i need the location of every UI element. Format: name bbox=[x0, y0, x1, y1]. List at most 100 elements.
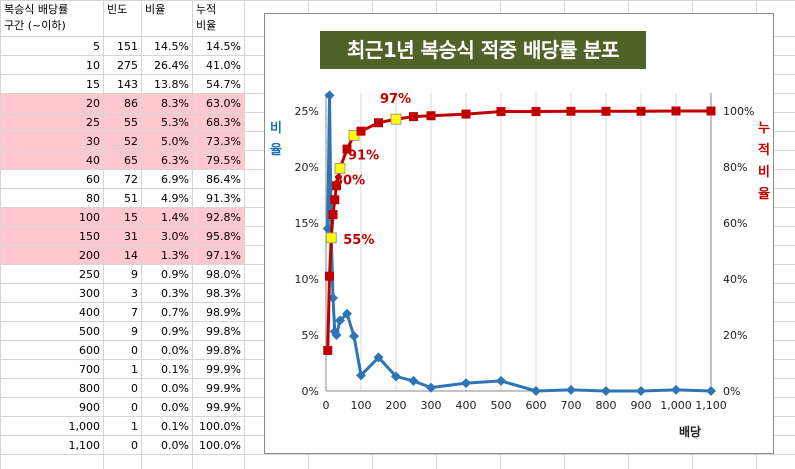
ratio-point bbox=[636, 386, 646, 396]
cell-cum[interactable]: 99.9% bbox=[192, 359, 245, 379]
header-ratio[interactable]: 비율 bbox=[141, 0, 193, 37]
x-tick-label: 400 bbox=[456, 399, 477, 412]
cell-freq[interactable]: 65 bbox=[103, 150, 142, 170]
cell-ratio[interactable]: 5.0% bbox=[141, 131, 193, 151]
ratio-point bbox=[356, 370, 366, 381]
cell-cum[interactable]: 99.9% bbox=[192, 397, 245, 417]
header-cum-line1: 누적 bbox=[196, 3, 217, 16]
y-right-axis-title-char: 적 bbox=[758, 142, 770, 158]
annotation-label: 97% bbox=[380, 92, 411, 107]
cum-series-line bbox=[326, 109, 711, 351]
cell-ratio[interactable]: 1.3% bbox=[141, 245, 193, 265]
cell-freq[interactable]: 151 bbox=[103, 36, 142, 56]
cell-range[interactable]: 25 bbox=[0, 112, 104, 132]
ratio-point bbox=[496, 375, 506, 386]
cell-freq[interactable]: 14 bbox=[103, 245, 142, 265]
ratio-point bbox=[373, 352, 384, 363]
chart-title: 최근1년 복승식 적중 배당률 분포 bbox=[320, 31, 646, 69]
header-range[interactable]: 복승식 배당률 구간 (~이하) bbox=[0, 0, 104, 37]
y-left-axis-title-char: 비 bbox=[270, 121, 282, 136]
cell-cum[interactable]: 68.3% bbox=[192, 112, 245, 132]
cum-point bbox=[330, 195, 340, 205]
chart-area[interactable] bbox=[264, 13, 774, 454]
cell-cum[interactable]: 100.0% bbox=[192, 435, 245, 455]
annotation-label: 91% bbox=[348, 148, 379, 163]
table-row: 200 14 1.3% 97.1% bbox=[0, 245, 245, 265]
data-table: 복승식 배당률 구간 (~이하) 빈도 비율 누적 비율 5 151 14.5% 14… bbox=[0, 0, 245, 455]
cum-point bbox=[706, 106, 716, 116]
table-row: 10 275 26.4% 41.0% bbox=[0, 55, 245, 75]
cell-range[interactable]: 10 bbox=[0, 55, 104, 75]
cell-freq[interactable]: 55 bbox=[103, 112, 142, 132]
cell-range[interactable]: 20 bbox=[0, 93, 104, 113]
cell-cum[interactable]: 99.9% bbox=[192, 378, 245, 398]
cell-freq[interactable]: 275 bbox=[103, 55, 142, 75]
cell-cum[interactable]: 41.0% bbox=[192, 55, 245, 75]
ratio-point bbox=[408, 375, 419, 386]
cell-cum[interactable]: 100.0% bbox=[192, 416, 245, 436]
cum-point bbox=[328, 210, 338, 220]
x-tick-label: 500 bbox=[491, 399, 512, 412]
cell-range[interactable]: 200 bbox=[0, 245, 104, 265]
table-row: 40 65 6.3% 79.5% bbox=[0, 150, 245, 170]
header-freq[interactable]: 빈도 bbox=[103, 0, 142, 37]
table-header-row: 복승식 배당률 구간 (~이하) 빈도 비율 누적 비율 bbox=[0, 0, 245, 37]
ratio-point bbox=[671, 384, 681, 395]
y-left-tick-label: 5% bbox=[302, 329, 319, 342]
cell-freq[interactable]: 15 bbox=[103, 207, 142, 227]
cell-cum[interactable]: 97.1% bbox=[192, 245, 245, 265]
ratio-point bbox=[426, 382, 436, 393]
table-row: 30 52 5.0% 73.3% bbox=[0, 131, 245, 151]
cum-point bbox=[461, 109, 471, 119]
cell-ratio[interactable]: 0.0% bbox=[141, 435, 193, 455]
cum-point bbox=[323, 345, 333, 355]
cum-point bbox=[332, 181, 341, 191]
cell-range[interactable]: 1,100 bbox=[0, 435, 104, 455]
x-tick-label: 1,100 bbox=[695, 399, 727, 412]
cell-cum[interactable]: 86.4% bbox=[192, 169, 245, 189]
cell-range[interactable]: 1,000 bbox=[0, 416, 104, 436]
table-row: 60 72 6.9% 86.4% bbox=[0, 169, 245, 189]
header-cum[interactable]: 누적 비율 bbox=[192, 0, 245, 37]
cell-cum[interactable]: 14.5% bbox=[192, 36, 245, 56]
cell-cum[interactable]: 91.3% bbox=[192, 188, 245, 208]
cell-ratio[interactable]: 5.3% bbox=[141, 112, 193, 132]
ratio-point bbox=[601, 386, 611, 396]
y-right-tick-label: 0% bbox=[723, 385, 740, 398]
ratio-point bbox=[706, 386, 716, 396]
cell-cum[interactable]: 79.5% bbox=[192, 150, 245, 170]
cum-point bbox=[601, 106, 611, 116]
x-tick-label: 800 bbox=[596, 399, 617, 412]
cum-point-highlight bbox=[325, 232, 337, 244]
table-row: 100 15 1.4% 92.8% bbox=[0, 207, 245, 227]
cum-point-highlight bbox=[334, 162, 346, 174]
y-right-tick-label: 20% bbox=[723, 329, 747, 342]
cum-point bbox=[496, 107, 506, 117]
x-tick-label: 300 bbox=[421, 399, 442, 412]
table-row: 15 143 13.8% 54.7% bbox=[0, 74, 245, 94]
cell-cum[interactable]: 98.3% bbox=[192, 283, 245, 303]
cell-ratio[interactable]: 26.4% bbox=[141, 55, 193, 75]
cell-range[interactable]: 30 bbox=[0, 131, 104, 151]
header-range-line1: 복승식 배당률 bbox=[4, 3, 69, 16]
header-cum-line2: 비율 bbox=[196, 19, 217, 32]
ratio-point bbox=[391, 371, 401, 382]
cell-ratio[interactable]: 14.5% bbox=[141, 36, 193, 56]
x-axis-title: 배당 bbox=[679, 424, 701, 439]
y-right-tick-label: 40% bbox=[723, 273, 747, 286]
cum-point bbox=[342, 144, 352, 154]
cell-freq[interactable]: 72 bbox=[103, 169, 142, 189]
cum-point-highlight bbox=[390, 113, 402, 125]
table-row: 300 3 0.3% 98.3% bbox=[0, 283, 245, 303]
ratio-series-line bbox=[326, 95, 712, 393]
y-right-axis-title-char: 율 bbox=[758, 186, 770, 202]
cell-freq[interactable]: 0 bbox=[103, 435, 142, 455]
cell-cum[interactable]: 73.3% bbox=[192, 131, 245, 151]
cell-range[interactable]: 100 bbox=[0, 207, 104, 227]
ratio-point bbox=[331, 330, 342, 340]
cell-cum[interactable]: 92.8% bbox=[192, 207, 245, 227]
ratio-point bbox=[566, 384, 576, 395]
cum-point bbox=[566, 106, 576, 116]
cum-point bbox=[531, 107, 541, 117]
cell-ratio[interactable]: 0.1% bbox=[141, 416, 193, 436]
